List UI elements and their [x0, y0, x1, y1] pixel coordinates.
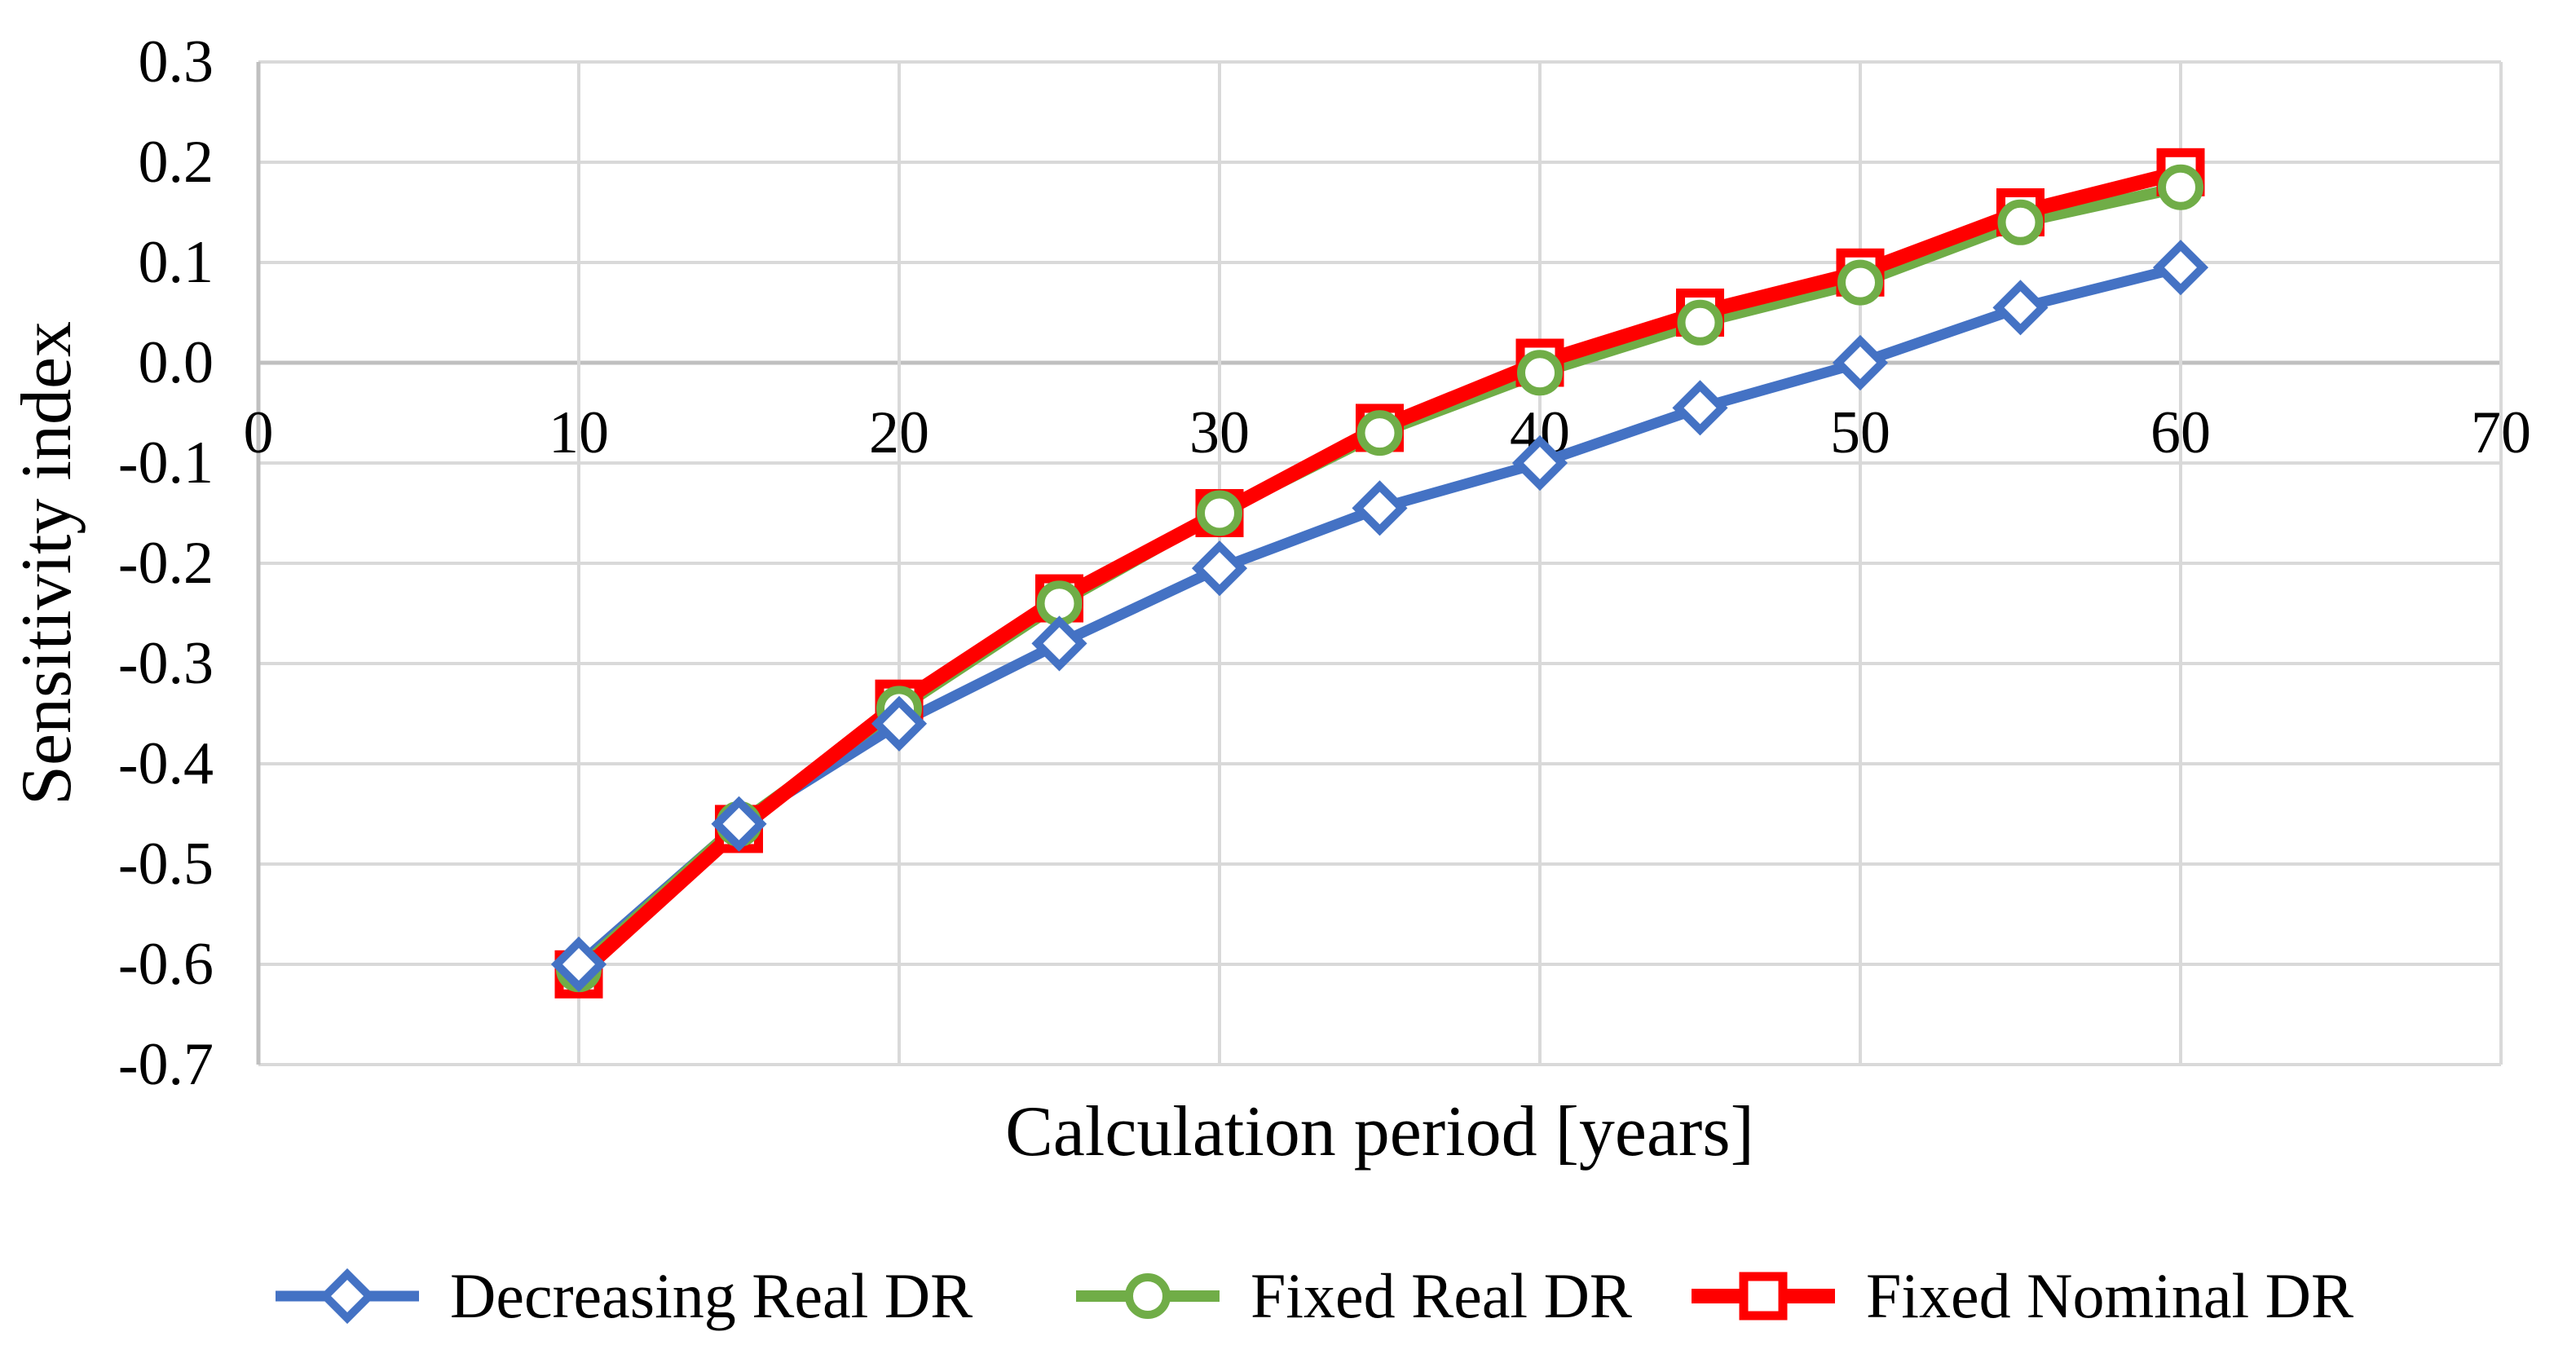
legend-item-decreasing-real-dr: Decreasing Real DR: [274, 1247, 973, 1345]
y-tick-labels: 0.3 0.2 0.1 0.0 -0.1 -0.2 -0.3 -0.4 -0.5 -0.6 -0.7: [118, 29, 214, 1098]
y-tick-label: -0.4: [118, 730, 214, 797]
y-tick-label: -0.2: [118, 530, 214, 597]
y-tick-label: -0.1: [118, 430, 214, 496]
y-tick-label: -0.7: [118, 1031, 214, 1098]
legend-item-fixed-nominal-dr: Fixed Nominal DR: [1690, 1247, 2353, 1345]
x-tick-label: 10: [549, 399, 609, 466]
series-line-fixed-real-dr: [573, 181, 2186, 976]
diamond-marker-icon: [276, 1268, 419, 1325]
y-tick-label: 0.3: [139, 29, 214, 95]
y-tick-label: -0.6: [118, 931, 214, 998]
x-tick-label: 20: [869, 399, 929, 466]
legend-label: Decreasing Real DR: [450, 1260, 973, 1331]
legend-label: Fixed Real DR: [1251, 1260, 1632, 1331]
x-tick-label: 60: [2150, 399, 2211, 466]
y-tick-label: 0.1: [139, 229, 214, 296]
x-tick-label: 70: [2471, 399, 2531, 466]
series-lines: [571, 165, 2188, 982]
series-markers: [550, 148, 2209, 999]
markers-decreasing-real-dr: [550, 240, 2209, 993]
gridlines: [256, 60, 2503, 1066]
markers-fixed-nominal-dr: [554, 148, 2205, 999]
x-tick-label: 0: [244, 399, 274, 466]
y-axis-title: Sensitivity index: [7, 321, 86, 805]
chart-legend: Decreasing Real DR Fixed Real DR Fixed N…: [0, 1247, 2576, 1345]
x-tick-labels: 0 10 20 30 40 50 60 70: [244, 399, 2532, 466]
y-tick-label: -0.3: [118, 630, 214, 697]
series-line-decreasing-real-dr: [573, 262, 2186, 970]
circle-marker-icon: [1076, 1273, 1220, 1319]
y-tick-label: -0.5: [118, 831, 214, 897]
y-tick-label: 0.2: [139, 129, 214, 196]
x-tick-label: 50: [1830, 399, 1890, 466]
x-axis-title: Calculation period [years]: [1005, 1092, 1754, 1171]
series-line-fixed-nominal-dr: [571, 165, 2188, 982]
y-tick-label: 0.0: [139, 329, 214, 396]
legend-label: Fixed Nominal DR: [1866, 1260, 2353, 1331]
square-marker-icon: [1692, 1272, 1835, 1321]
legend-item-fixed-real-dr: Fixed Real DR: [1074, 1247, 1632, 1345]
x-tick-label: 30: [1189, 399, 1250, 466]
